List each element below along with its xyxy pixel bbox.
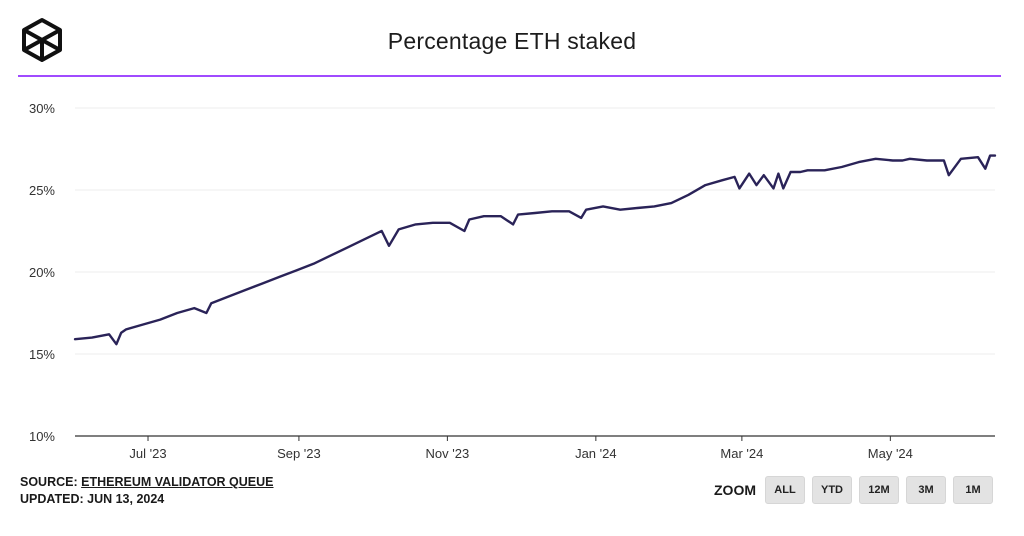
title-divider [18, 75, 1001, 77]
zoom-ytd-button[interactable]: YTD [812, 476, 852, 504]
source-prefix: SOURCE: [20, 475, 82, 489]
x-tick-label: Jan '24 [575, 446, 617, 461]
updated-date: UPDATED: JUN 13, 2024 [20, 492, 165, 506]
chart-source-block: SOURCE: ETHEREUM VALIDATOR QUEUE UPDATED… [20, 474, 274, 508]
x-tick-label: May '24 [868, 446, 913, 461]
zoom-3m-button[interactable]: 3M [906, 476, 946, 504]
chart-title: Percentage ETH staked [387, 28, 637, 54]
y-tick-label: 25% [29, 183, 55, 198]
zoom-1m-button[interactable]: 1M [953, 476, 993, 504]
y-tick-label: 10% [29, 429, 55, 444]
zoom-12m-button[interactable]: 12M [859, 476, 899, 504]
zoom-all-button[interactable]: ALL [765, 476, 805, 504]
y-tick-label: 20% [29, 265, 55, 280]
y-tick-label: 30% [29, 101, 55, 116]
x-tick-label: Sep '23 [277, 446, 321, 461]
zoom-label: ZOOM [714, 482, 756, 498]
series-line [73, 154, 997, 346]
x-tick-label: Nov '23 [426, 446, 470, 461]
cube-logo-icon [22, 18, 62, 62]
source-link[interactable]: ETHEREUM VALIDATOR QUEUE [81, 475, 274, 489]
x-tick-label: Mar '24 [720, 446, 763, 461]
zoom-controls: ZOOM ALL YTD 12M 3M 1M [714, 476, 993, 504]
source-line: SOURCE: ETHEREUM VALIDATOR QUEUE [20, 474, 274, 491]
y-tick-label: 15% [29, 347, 55, 362]
x-tick-label: Jul '23 [129, 446, 166, 461]
